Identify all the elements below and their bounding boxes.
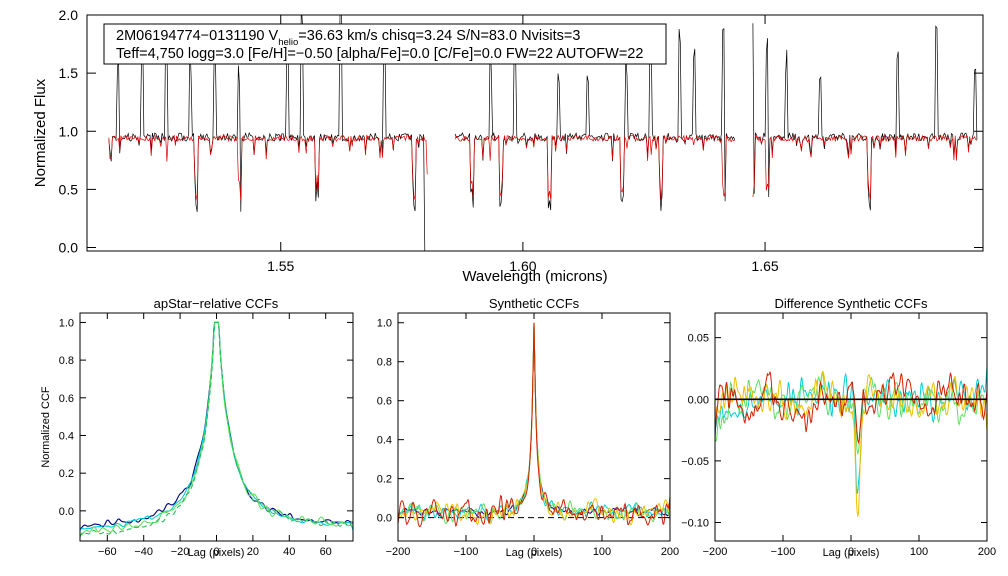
- y-tick-label: 0.4: [59, 430, 74, 442]
- spectrum-ticks: 1.55 1.60 1.65 0.0 0.5 1.0 1.5 2.0: [59, 7, 983, 274]
- synthetic-ccf-line: [398, 322, 670, 526]
- observed-spectrum-line: [454, 26, 736, 211]
- x-tick-label: −100: [454, 546, 479, 558]
- difference-ccf-lines: [715, 365, 987, 517]
- x-tick-label: 40: [283, 546, 295, 558]
- x-tick-label: 200: [661, 546, 679, 558]
- synthetic-ccf-xlabel: Lag (pixels): [506, 547, 563, 559]
- x-tick-label: 1.65: [751, 258, 778, 274]
- observed-spectrum-line: [108, 15, 428, 251]
- spectrum-axes-frame: [86, 14, 984, 252]
- x-tick-label: −200: [386, 546, 411, 558]
- model-spectrum-line: [108, 134, 428, 201]
- y-tick-label: 0.6: [59, 393, 74, 405]
- y-tick-label: −0.05: [681, 456, 709, 468]
- y-tick-label: 2.0: [59, 7, 79, 23]
- y-tick-label: 0.05: [688, 333, 709, 345]
- y-tick-label: 1.0: [59, 123, 79, 139]
- difference-ccf-xlabel: Lag (pixels): [823, 547, 880, 559]
- y-tick-label: 0.2: [59, 468, 74, 480]
- apstar-ccf-line: [80, 321, 353, 538]
- y-tick-label: 1.0: [59, 317, 74, 329]
- spectrum-lines: [108, 15, 978, 251]
- y-tick-label: −0.10: [681, 518, 709, 530]
- difference-ccf-title: Difference Synthetic CCFs: [775, 296, 928, 311]
- difference-ccf-axes-frame: [714, 312, 988, 542]
- x-tick-label: 0: [531, 546, 537, 558]
- y-tick-label: 0.6: [377, 396, 392, 408]
- apstar-ccf-ticks: −60 −40 −20 0 20 40 60 0.0 0.2 0.4 0.6 0.8 1.0: [59, 313, 353, 558]
- x-tick-label: 1.60: [509, 258, 536, 274]
- synthetic-ccf-line: [398, 322, 670, 525]
- y-tick-label: 0.0: [377, 513, 392, 525]
- y-tick-label: 0.8: [377, 357, 392, 369]
- apstar-ccf-line: [80, 321, 353, 530]
- x-tick-label: 1.55: [267, 258, 294, 274]
- spectrum-ylabel: Normalized Flux: [32, 78, 49, 187]
- difference-ccf-line: [715, 365, 987, 495]
- x-tick-label: −40: [134, 546, 153, 558]
- x-tick-label: 100: [593, 546, 611, 558]
- synthetic-ccf-lines: [398, 322, 670, 528]
- y-tick-label: 0.00: [688, 394, 709, 406]
- synthetic-ccf-line: [398, 322, 670, 518]
- x-tick-label: −200: [703, 546, 728, 558]
- y-tick-label: 1.5: [59, 65, 79, 81]
- apstar-ccf-lines: [80, 321, 353, 538]
- x-tick-label: −60: [98, 546, 117, 558]
- model-spectrum-line: [454, 134, 736, 200]
- y-tick-label: 0.8: [59, 355, 74, 367]
- apstar-ccf-ylabel: Normalized CCF: [40, 386, 52, 468]
- synthetic-ccf-ticks: −200 −100 0 100 200 0.0 0.2 0.4 0.6 0.8 1.0: [377, 313, 679, 558]
- annotation-line-1: 2M06194774−0131190 Vhelio=36.63 km/s chi…: [116, 28, 580, 48]
- y-tick-label: 0.0: [59, 506, 74, 518]
- y-tick-label: 0.4: [377, 435, 392, 447]
- synthetic-ccf-title: Synthetic CCFs: [489, 296, 580, 311]
- difference-ccf-ticks: −200 −100 0 100 200 −0.10 −0.05 0.00 0.05: [681, 313, 996, 558]
- annotation-line-2: Teff=4,750 logg=3.0 [Fe/H]=−0.50 [alpha/…: [116, 46, 643, 62]
- x-tick-label: −20: [171, 546, 190, 558]
- apstar-ccf-title: apStar−relative CCFs: [154, 296, 279, 311]
- synthetic-ccf-line: [398, 322, 670, 522]
- y-tick-label: 0.2: [377, 474, 392, 486]
- synthetic-ccf-panel: Synthetic CCFs −200 −100 0 100 200 0.0 0.2 0.4 0…: [377, 296, 679, 559]
- annotation-box: [103, 23, 667, 65]
- y-tick-label: 1.0: [377, 318, 392, 330]
- difference-ccf-line: [715, 371, 987, 456]
- x-tick-label: 0: [213, 546, 219, 558]
- observed-spectrum-line: [752, 23, 978, 211]
- x-tick-label: 0: [848, 546, 854, 558]
- model-spectrum-line: [752, 134, 978, 200]
- x-tick-label: 20: [247, 546, 259, 558]
- spectrum-panel: 1.55 1.60 1.65 0.0 0.5 1.0 1.5 2.0 2M06194774−0…: [32, 7, 984, 285]
- difference-ccf-panel: Difference Synthetic CCFs −200 −100 0 100 20…: [681, 296, 996, 559]
- apstar-ccf-line: [80, 321, 353, 537]
- x-tick-label: −100: [771, 546, 796, 558]
- apstar-ccf-line: [80, 321, 353, 531]
- x-tick-label: 60: [320, 546, 332, 558]
- synthetic-ccf-line: [398, 322, 670, 528]
- y-tick-label: 0.0: [59, 240, 79, 256]
- x-tick-label: 100: [910, 546, 928, 558]
- difference-ccf-line: [715, 371, 987, 445]
- y-tick-label: 0.5: [59, 181, 79, 197]
- x-tick-label: 200: [978, 546, 996, 558]
- apstar-ccf-xlabel: Lag (pixels): [188, 547, 245, 559]
- spectrum-xlabel: Wavelength (microns): [462, 268, 607, 285]
- apstar-ccf-panel: apStar−relative CCFs −60 −40 −20 0 20 40 60 0.0…: [40, 296, 354, 559]
- apstar-ccf-axes-frame: [79, 312, 354, 542]
